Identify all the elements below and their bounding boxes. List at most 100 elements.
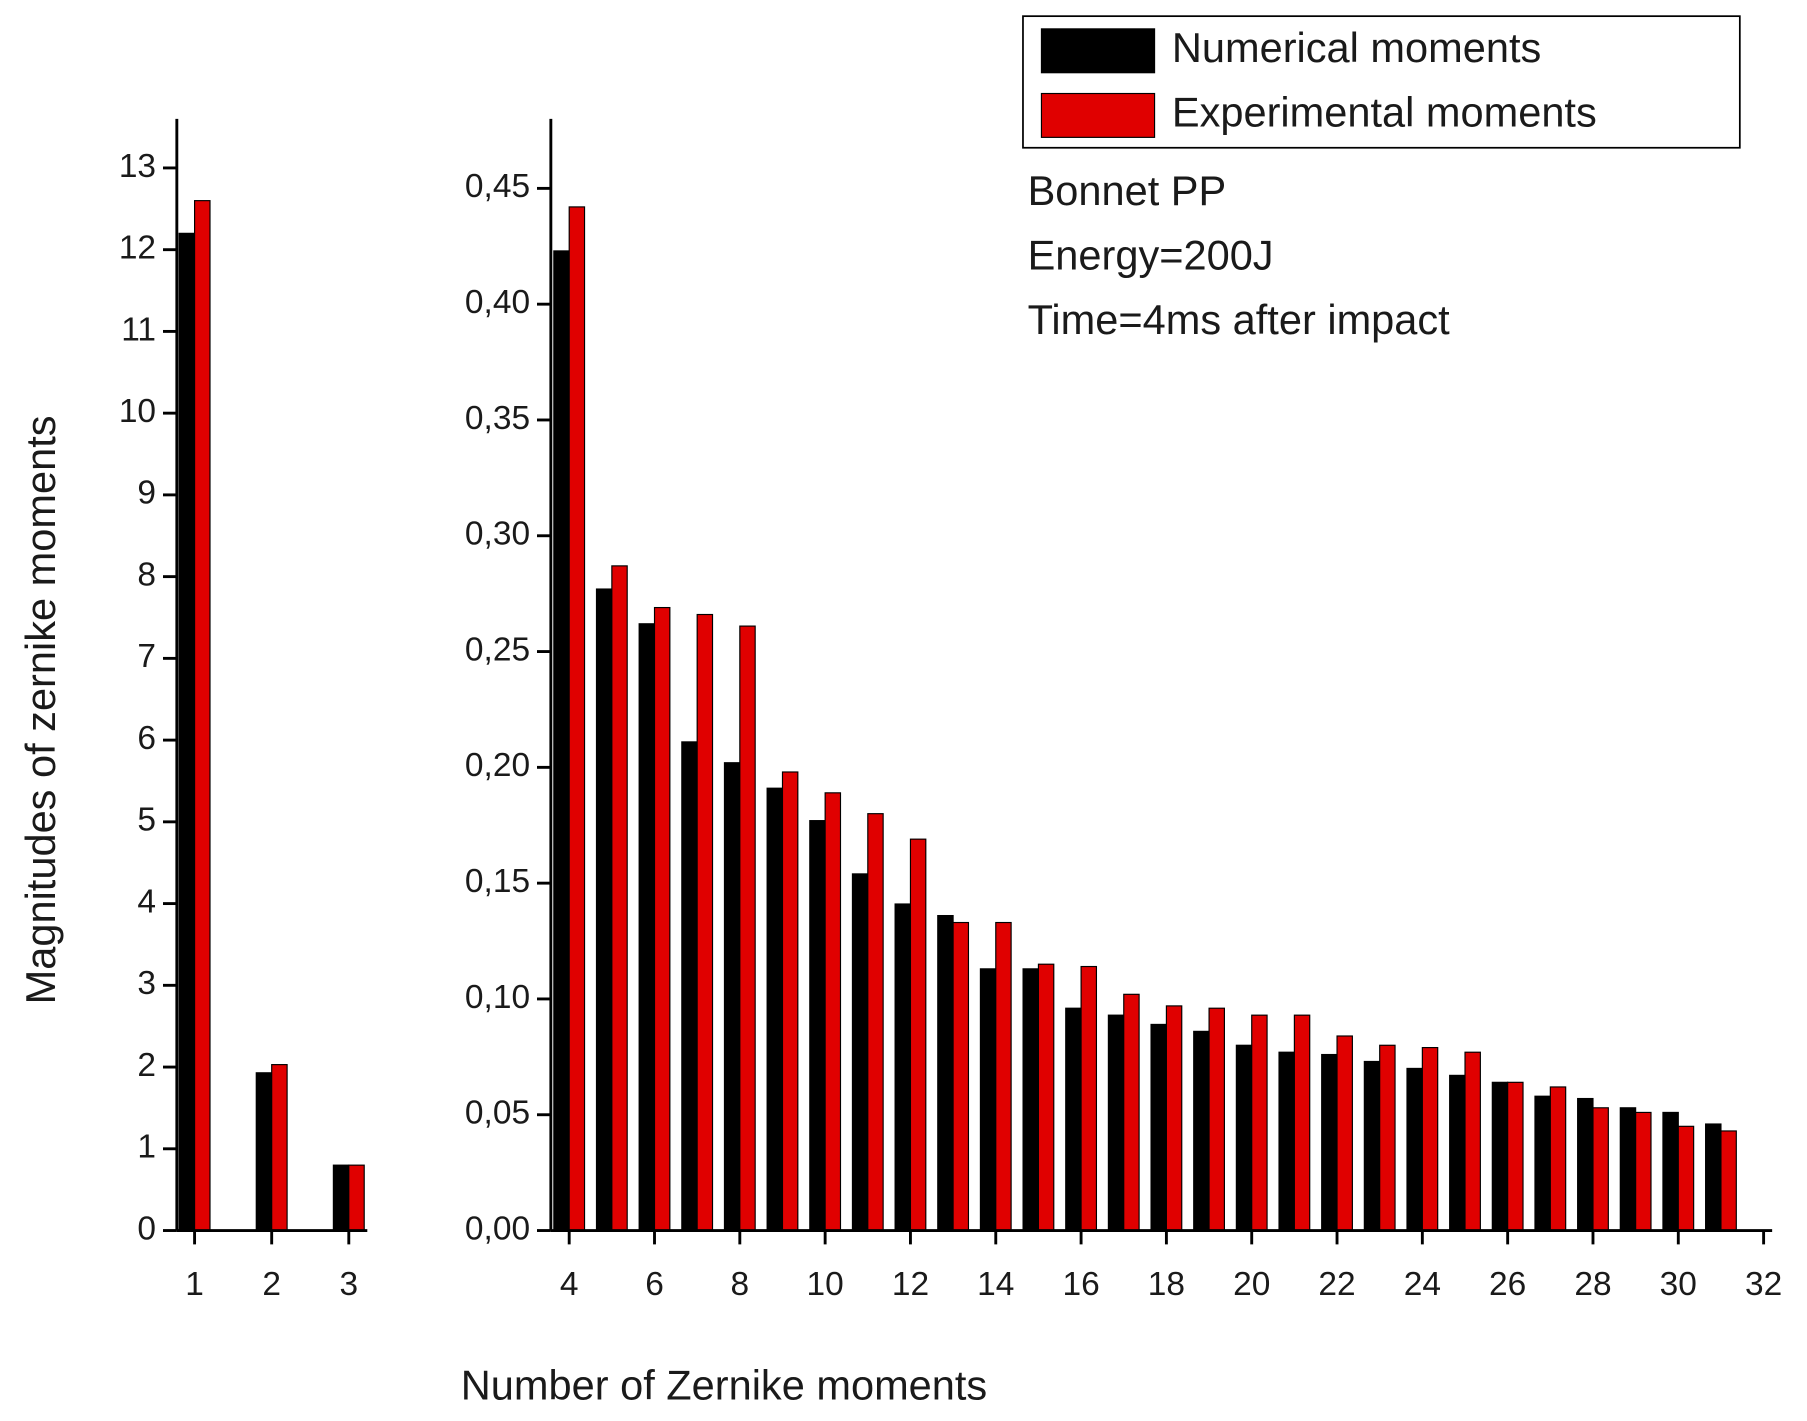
- bar: [809, 820, 826, 1232]
- y-tick-label: 11: [121, 311, 156, 348]
- y-tick-label: 0,45: [465, 168, 530, 205]
- y-tick-label: 10: [119, 393, 156, 430]
- bar: [1065, 1007, 1082, 1232]
- bar: [1421, 1046, 1439, 1232]
- bar: [909, 838, 927, 1232]
- bar: [739, 625, 756, 1232]
- y-tick-label: 0,25: [465, 631, 530, 668]
- legend-label: Experimental moments: [1172, 88, 1597, 135]
- bar: [1662, 1111, 1679, 1232]
- bar: [851, 873, 869, 1232]
- bar: [553, 250, 570, 1232]
- x-tick-label: 26: [1489, 1266, 1526, 1303]
- bar: [1251, 1014, 1268, 1232]
- bar: [1577, 1097, 1594, 1232]
- bar: [1507, 1081, 1524, 1232]
- y-tick-label: 0,30: [465, 516, 530, 553]
- bar: [1123, 993, 1140, 1232]
- bar: [696, 613, 714, 1232]
- bar: [653, 606, 671, 1232]
- x-tick-label: 28: [1574, 1266, 1611, 1303]
- x-tick-label: 30: [1660, 1266, 1697, 1303]
- y-tick-label: 5: [137, 802, 156, 839]
- bar: [1208, 1007, 1225, 1232]
- y-tick-label: 2: [137, 1047, 156, 1084]
- bar: [1491, 1081, 1509, 1232]
- y-tick-label: 0,20: [465, 747, 530, 784]
- annotation: Energy=200J: [1028, 232, 1274, 279]
- bar: [824, 792, 842, 1232]
- bar: [1363, 1060, 1381, 1232]
- legend-label: Numerical moments: [1172, 24, 1541, 71]
- y-tick-label: 13: [119, 148, 156, 185]
- y-tick-label: 0,40: [465, 284, 530, 321]
- y-tick-label: 7: [137, 638, 156, 675]
- bar: [1677, 1125, 1695, 1232]
- bar: [1107, 1014, 1125, 1232]
- x-tick-label: 18: [1148, 1266, 1185, 1303]
- bar: [1592, 1107, 1609, 1232]
- bar: [1193, 1030, 1210, 1232]
- x-tick-label: 8: [731, 1266, 750, 1303]
- y-tick-label: 3: [137, 965, 156, 1002]
- bar: [348, 1164, 365, 1232]
- bar: [979, 968, 997, 1232]
- bar: [1534, 1095, 1551, 1232]
- y-tick-label: 0,35: [465, 400, 530, 437]
- bar: [723, 762, 741, 1232]
- bar: [894, 903, 912, 1232]
- bar: [1336, 1035, 1353, 1232]
- bar: [611, 565, 628, 1232]
- x-tick-label: 3: [339, 1266, 358, 1303]
- bar: [1635, 1111, 1652, 1232]
- bar: [193, 200, 211, 1232]
- x-tick-label: 14: [977, 1266, 1014, 1303]
- y-tick-label: 12: [119, 230, 156, 267]
- x-tick-label: 12: [892, 1266, 929, 1303]
- y-tick-label: 4: [137, 883, 156, 920]
- x-tick-label: 2: [262, 1266, 281, 1303]
- bar: [1720, 1130, 1737, 1232]
- bar: [1549, 1086, 1567, 1232]
- bar: [766, 787, 784, 1232]
- bar: [1037, 963, 1055, 1232]
- y-tick-label: 8: [137, 556, 156, 593]
- bar: [638, 623, 656, 1232]
- bar: [255, 1072, 273, 1232]
- bar: [681, 741, 698, 1232]
- legend-swatch: [1040, 92, 1156, 138]
- bar: [1022, 968, 1040, 1232]
- bar: [867, 813, 884, 1232]
- x-tick-label: 16: [1062, 1266, 1099, 1303]
- y-tick-label: 0,05: [465, 1095, 530, 1132]
- bar: [1619, 1107, 1637, 1232]
- x-tick-label: 32: [1745, 1266, 1782, 1303]
- y-tick-label: 6: [137, 720, 156, 757]
- x-tick-label: 10: [807, 1266, 844, 1303]
- bar: [595, 588, 613, 1232]
- bar: [937, 914, 954, 1232]
- x-tick-label: 20: [1233, 1266, 1270, 1303]
- bar: [332, 1164, 350, 1232]
- bar: [271, 1064, 288, 1232]
- y-tick-label: 0,00: [465, 1210, 530, 1247]
- y-tick-label: 9: [137, 475, 156, 512]
- x-axis-label: Number of Zernike moments: [461, 1362, 987, 1409]
- y-tick-label: 0: [137, 1210, 156, 1247]
- x-tick-label: 24: [1404, 1266, 1441, 1303]
- bar: [1321, 1053, 1338, 1232]
- legend-swatch: [1040, 28, 1156, 74]
- y-tick-label: 0,15: [465, 863, 530, 900]
- x-tick-label: 22: [1318, 1266, 1355, 1303]
- y-tick-label: 1: [137, 1129, 156, 1166]
- x-tick-label: 1: [185, 1266, 204, 1303]
- bar: [781, 771, 799, 1232]
- x-tick-label: 4: [560, 1266, 579, 1303]
- bar: [1449, 1074, 1466, 1232]
- x-tick-label: 6: [645, 1266, 664, 1303]
- bar: [1293, 1014, 1311, 1232]
- bar: [1235, 1044, 1253, 1232]
- bar: [1464, 1051, 1481, 1232]
- bar: [568, 206, 586, 1232]
